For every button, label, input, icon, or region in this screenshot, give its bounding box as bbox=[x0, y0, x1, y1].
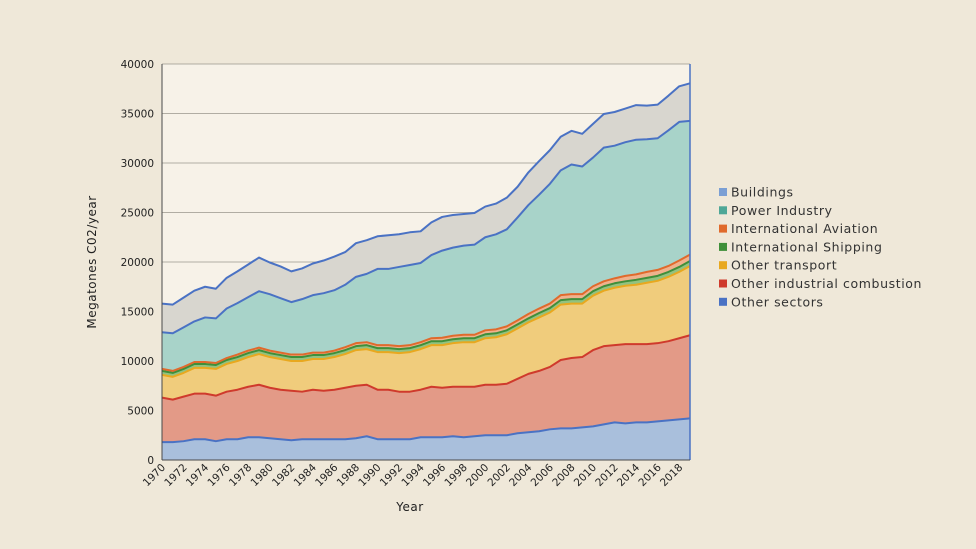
x-tick-label: 1992 bbox=[378, 462, 405, 489]
y-axis-label: Megatones C02/year bbox=[85, 195, 99, 328]
x-tick-label: 2002 bbox=[486, 462, 513, 489]
y-tick-label: 10000 bbox=[121, 356, 154, 368]
legend: Buildings Power Industry International Avi… bbox=[719, 185, 922, 309]
x-tick-label: 1998 bbox=[442, 462, 469, 489]
line-other-sectors bbox=[162, 417, 691, 444]
x-tick-label: 1982 bbox=[270, 462, 297, 489]
x-tick-label: 1990 bbox=[356, 462, 383, 489]
y-tick-label: 40000 bbox=[121, 59, 154, 71]
x-tick-label: 2008 bbox=[550, 462, 577, 489]
x-tick-label: 1978 bbox=[227, 462, 254, 489]
legend-label-other-sectors: Other sectors bbox=[731, 294, 824, 309]
plot-frame bbox=[161, 64, 691, 461]
x-tick-label: 2016 bbox=[636, 461, 664, 489]
x-tick-label: 1996 bbox=[421, 461, 449, 489]
series-lines bbox=[161, 82, 691, 444]
legend-swatch-other-sectors bbox=[719, 297, 727, 306]
x-tick-label: 2012 bbox=[593, 462, 620, 489]
y-tick-label: 30000 bbox=[121, 158, 154, 170]
x-axis-ticks: 1970197219741976197819801982198419861988… bbox=[141, 461, 686, 489]
x-tick-label: 1976 bbox=[205, 461, 233, 489]
y-tick-label: 5000 bbox=[127, 406, 154, 418]
x-tick-label: 2004 bbox=[507, 461, 535, 489]
line-international-aviation bbox=[161, 253, 691, 372]
legend-label-international-aviation: International Aviation bbox=[731, 221, 878, 236]
y-axis-ticks: 0 5000 10000 15000 20000 25000 30000 35000 40000 bbox=[121, 59, 154, 467]
line-buildings bbox=[161, 82, 691, 306]
legend-label-buildings: Buildings bbox=[731, 185, 794, 200]
x-tick-label: 2018 bbox=[658, 462, 685, 489]
x-tick-label: 1988 bbox=[335, 462, 362, 489]
area-other-transport bbox=[162, 265, 690, 400]
legend-label-power-industry: Power Industry bbox=[731, 203, 833, 218]
x-tick-label: 2010 bbox=[572, 462, 599, 489]
x-tick-label: 2006 bbox=[529, 461, 557, 489]
x-tick-label: 1972 bbox=[162, 462, 189, 489]
legend-swatch-international-shipping bbox=[719, 242, 727, 251]
x-tick-label: 1984 bbox=[292, 461, 320, 489]
x-tick-label: 1970 bbox=[141, 462, 168, 489]
legend-label-international-shipping: International Shipping bbox=[731, 239, 882, 254]
line-other-industrial-combustion bbox=[161, 334, 691, 401]
y-tick-label: 20000 bbox=[121, 257, 154, 269]
line-international-shipping bbox=[161, 260, 691, 374]
line-power-industry bbox=[161, 119, 691, 335]
x-tick-label: 1974 bbox=[184, 461, 212, 489]
legend-swatch-other-transport bbox=[719, 261, 727, 270]
y-tick-label: 35000 bbox=[121, 109, 154, 121]
legend-swatch-buildings bbox=[719, 188, 727, 196]
legend-swatch-other-industrial-combustion bbox=[719, 279, 727, 288]
x-tick-label: 1980 bbox=[248, 462, 275, 489]
y-tick-label: 0 bbox=[147, 455, 154, 467]
x-tick-label: 1994 bbox=[399, 461, 427, 489]
x-tick-label: 2014 bbox=[615, 461, 643, 489]
legend-label-other-transport: Other transport bbox=[731, 258, 837, 273]
x-tick-label: 2000 bbox=[464, 462, 491, 489]
legend-swatch-international-aviation bbox=[719, 224, 727, 233]
line-other-transport bbox=[161, 265, 691, 378]
legend-label-other-industrial-combustion: Other industrial combustion bbox=[731, 276, 922, 291]
area-power-industry bbox=[162, 120, 690, 371]
legend-swatch-power-industry bbox=[719, 206, 727, 215]
y-tick-label: 25000 bbox=[121, 208, 154, 220]
x-axis-label: Year bbox=[395, 500, 423, 514]
x-tick-label: 1986 bbox=[313, 461, 341, 489]
y-tick-label: 15000 bbox=[121, 307, 154, 319]
